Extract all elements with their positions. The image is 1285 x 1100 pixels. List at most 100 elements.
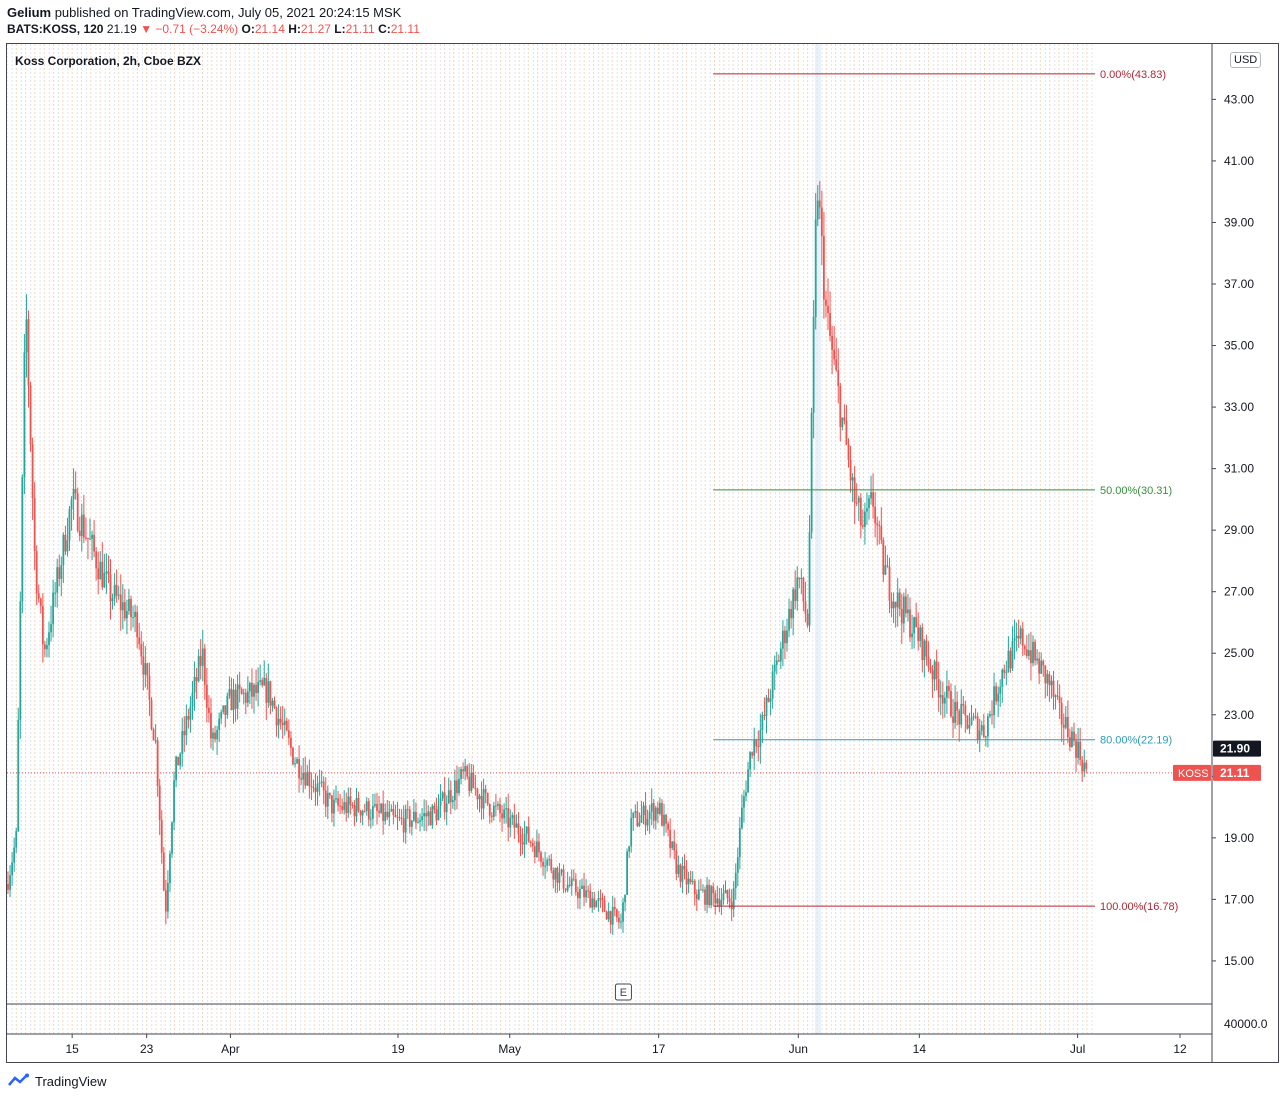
footer-brand[interactable]: TradingView — [7, 1073, 107, 1089]
candle-body — [513, 815, 516, 828]
candle-body — [736, 857, 739, 873]
candle-body — [837, 370, 840, 387]
candle-body — [644, 805, 647, 826]
x-tick-label: 17 — [652, 1042, 666, 1056]
candle-body — [810, 412, 813, 533]
candle-body — [484, 789, 487, 793]
candle-body — [814, 219, 817, 317]
candle-body — [263, 678, 266, 686]
candle-body — [400, 817, 403, 819]
candle-body — [665, 814, 667, 824]
price-change: −0.71 (−3.24%) — [155, 22, 239, 36]
candle-body — [718, 898, 721, 907]
x-tick-label: Apr — [221, 1042, 240, 1056]
candle-body — [517, 823, 520, 835]
candle-body — [599, 898, 602, 900]
y-tick-label: 39.00 — [1224, 215, 1254, 229]
candle-body — [187, 716, 190, 720]
candle-body — [972, 716, 975, 718]
candle-body — [894, 601, 897, 608]
candle-body — [1003, 669, 1006, 673]
candle-body — [613, 906, 616, 910]
candle-body — [937, 679, 940, 698]
candle-body — [859, 497, 862, 526]
candle-body — [144, 663, 147, 675]
candle-body — [242, 692, 245, 694]
candle-body — [976, 716, 979, 740]
last-price: 21.19 — [106, 22, 137, 36]
candle-body — [939, 695, 942, 698]
candle-body — [62, 534, 65, 566]
candle-body — [607, 911, 610, 920]
candle-body — [324, 790, 327, 807]
price-label-text: 21.11 — [1220, 766, 1250, 780]
y-tick-label: 35.00 — [1224, 339, 1254, 353]
candle-body — [123, 602, 126, 619]
candle-body — [138, 637, 141, 645]
currency-button[interactable]: USD — [1230, 52, 1262, 68]
candle-body — [58, 567, 61, 579]
candle-body — [277, 718, 280, 726]
candle-body — [1001, 669, 1004, 687]
candle-body — [384, 811, 387, 821]
price-label-text: 21.90 — [1220, 742, 1250, 756]
candle-body — [954, 701, 956, 723]
candle-body — [1044, 665, 1047, 684]
candle-body — [431, 805, 434, 826]
candle-body — [472, 772, 475, 789]
candle-body — [257, 681, 259, 694]
y-tick-label: 19.00 — [1224, 831, 1254, 845]
candle-body — [478, 795, 481, 800]
publisher-name[interactable]: Gelium — [7, 5, 52, 20]
candle-body — [702, 889, 704, 891]
candle-body — [298, 759, 300, 779]
candle-body — [181, 731, 184, 754]
candle-body — [946, 686, 948, 698]
candle-body — [540, 852, 542, 862]
chart-frame — [6, 43, 1279, 1063]
x-tick-label: 23 — [140, 1042, 154, 1056]
candle-body — [167, 883, 169, 912]
symbol-tag-box — [1173, 764, 1211, 781]
candle-body — [480, 795, 483, 809]
candle-body — [273, 700, 276, 709]
candle-body — [566, 884, 569, 891]
candle-body — [353, 805, 356, 817]
candle-body — [240, 689, 243, 694]
candle-body — [978, 730, 981, 740]
candle-body — [611, 906, 614, 925]
candle-body — [1085, 762, 1088, 769]
candle-body — [1030, 650, 1032, 664]
candle-body — [679, 864, 682, 882]
candle-body — [456, 780, 458, 794]
price-label-box — [1213, 740, 1261, 757]
candle-body — [712, 886, 715, 894]
candle-body — [1017, 635, 1020, 639]
candle-body — [542, 861, 544, 867]
candle-body — [89, 538, 91, 540]
candle-body — [732, 888, 735, 910]
candle-body — [312, 786, 315, 788]
candle-body — [816, 200, 819, 220]
candle-body — [292, 747, 294, 765]
candle-body — [902, 596, 905, 624]
candle-body — [999, 686, 1002, 694]
candle-body — [1028, 650, 1030, 656]
candle-body — [19, 601, 22, 720]
candle-body — [230, 689, 233, 711]
candle-body — [728, 898, 731, 902]
candle-body — [68, 509, 71, 541]
candle-body — [835, 359, 838, 371]
candle-body — [974, 716, 977, 718]
candle-body — [113, 584, 116, 599]
candle-body — [95, 551, 98, 569]
candle-body — [347, 796, 350, 814]
candle-body — [199, 656, 202, 666]
candle-body — [724, 890, 727, 894]
candle-body — [845, 420, 848, 445]
candle-body — [868, 498, 870, 509]
candle-body — [212, 732, 214, 739]
candle-body — [812, 316, 815, 413]
fib-level-label: 0.00%(43.83) — [1100, 69, 1166, 81]
